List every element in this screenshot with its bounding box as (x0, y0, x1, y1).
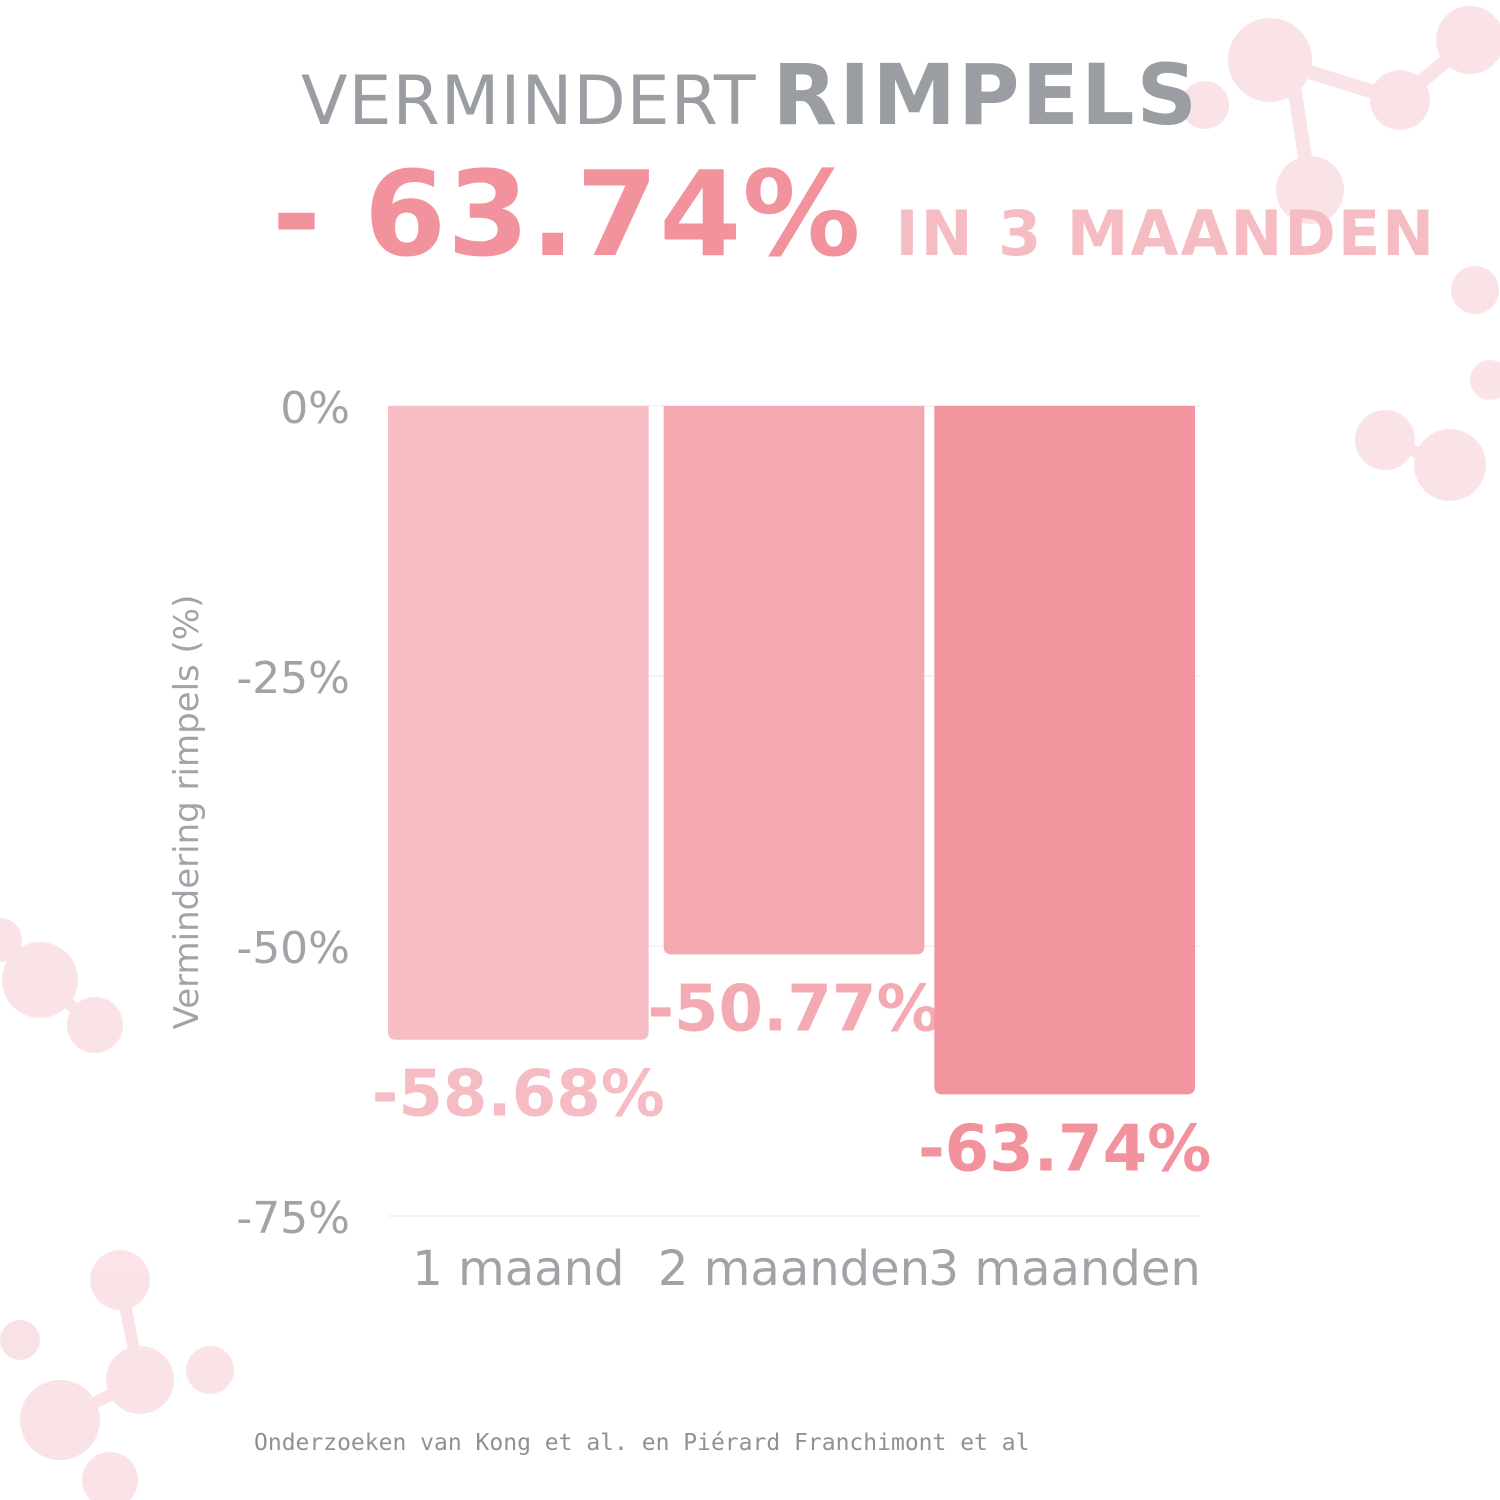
x-tick-label: 2 maanden (658, 1241, 930, 1297)
data-label: -63.74% (918, 1112, 1211, 1186)
page-title: VERMINDERT RIMPELS (0, 46, 1500, 144)
bar (934, 406, 1195, 1095)
title-light-word: VERMINDERT (301, 62, 757, 141)
title-bold-word: RIMPELS (772, 46, 1199, 144)
y-axis-label: Vermindering rimpels (%) (167, 595, 207, 1030)
source-note: Onderzoeken van Kong et al. en Piérard F… (254, 1430, 1030, 1456)
data-label: -50.77% (647, 972, 940, 1046)
headline-period: IN 3 MAANDEN (895, 197, 1437, 270)
headline-value: - 63.74% (272, 145, 862, 283)
x-tick-label: 3 maanden (929, 1241, 1201, 1297)
headline: - 63.74% IN 3 MAANDEN (272, 145, 1436, 283)
y-tick-label: -25% (236, 653, 350, 704)
x-tick-label: 1 maand (412, 1241, 624, 1297)
y-tick-label: -75% (236, 1193, 350, 1244)
data-label: -58.68% (372, 1058, 665, 1132)
y-tick-label: 0% (280, 383, 350, 434)
bar (663, 406, 925, 955)
bar (388, 406, 649, 1040)
y-tick-label: -50% (236, 923, 350, 974)
